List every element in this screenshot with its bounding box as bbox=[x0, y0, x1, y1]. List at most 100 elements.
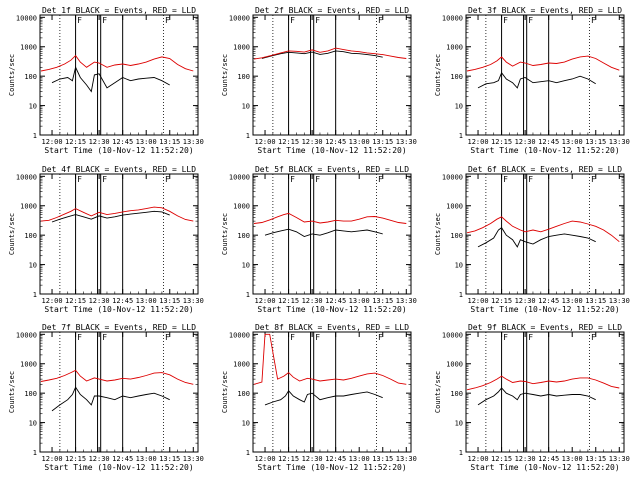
y-tick-label: 10000 bbox=[442, 331, 463, 339]
y-tick-label: 10000 bbox=[16, 14, 37, 22]
y-tick-label: 1 bbox=[246, 291, 250, 299]
flag-marker: F bbox=[315, 175, 320, 184]
y-tick-label: 10 bbox=[29, 103, 37, 111]
y-tick-label: 1000 bbox=[446, 361, 463, 369]
x-tick-label: 12:45 bbox=[325, 455, 346, 463]
x-tick-label: 12:30 bbox=[89, 138, 110, 146]
x-tick-label: 12:15 bbox=[491, 138, 512, 146]
panel-title: Det 4f BLACK = Events, RED = LLD bbox=[42, 165, 196, 174]
x-tick-label: 13:30 bbox=[183, 297, 204, 305]
y-tick-label: 100 bbox=[24, 390, 37, 398]
flag-marker: F bbox=[503, 175, 508, 184]
panel-5: Det 5f BLACK = Events, RED = LLD Start Ti… bbox=[221, 165, 417, 314]
y-tick-label: 100 bbox=[24, 73, 37, 81]
y-tick-label: 1 bbox=[246, 132, 250, 140]
panel-title: Det 2f BLACK = Events, RED = LLD bbox=[255, 6, 409, 15]
y-tick-label: 1 bbox=[246, 449, 250, 457]
x-tick-label: 12:30 bbox=[302, 297, 323, 305]
panel-title: Det 9f BLACK = Events, RED = LLD bbox=[468, 323, 622, 332]
events-series-line bbox=[477, 387, 596, 406]
x-tick-label: 13:15 bbox=[159, 455, 180, 463]
flag-marker: F bbox=[102, 333, 107, 342]
y-tick-label: 10 bbox=[29, 262, 37, 270]
x-tick-label: 13:30 bbox=[183, 138, 204, 146]
events-series-line bbox=[261, 50, 383, 59]
x-tick-label: 13:00 bbox=[136, 455, 157, 463]
x-tick-label: 13:15 bbox=[372, 297, 393, 305]
x-tick-label: 12:30 bbox=[89, 455, 110, 463]
panel-7: Det 7f BLACK = Events, RED = LLD Start Ti… bbox=[8, 323, 204, 472]
flag-marker: F bbox=[77, 175, 82, 184]
lld-series-line bbox=[253, 212, 407, 224]
plot-frame bbox=[39, 331, 199, 453]
x-tick-label: 13:00 bbox=[562, 297, 583, 305]
events-series-line bbox=[477, 71, 596, 89]
y-axis-label: Counts/sec bbox=[8, 371, 16, 413]
y-tick-label: 1000 bbox=[233, 203, 250, 211]
events-series-line bbox=[51, 65, 170, 93]
x-tick-label: 13:00 bbox=[136, 297, 157, 305]
events-series-line bbox=[264, 390, 383, 406]
y-tick-label: 10 bbox=[455, 420, 463, 428]
x-axis-label: Start Time (10-Nov-12 11:52:20) bbox=[44, 305, 193, 314]
flag-marker: F bbox=[290, 175, 295, 184]
plot-frame bbox=[465, 14, 625, 136]
y-tick-label: 1 bbox=[459, 291, 463, 299]
flag-marker: F bbox=[528, 175, 533, 184]
y-tick-label: 1000 bbox=[233, 361, 250, 369]
y-tick-label: 10000 bbox=[16, 173, 37, 181]
flag-marker: F bbox=[378, 175, 383, 184]
y-tick-label: 10 bbox=[242, 420, 250, 428]
x-tick-label: 13:30 bbox=[609, 297, 630, 305]
x-axis-label: Start Time (10-Nov-12 11:52:20) bbox=[470, 463, 619, 472]
y-tick-label: 10 bbox=[455, 103, 463, 111]
panel-2: Det 2f BLACK = Events, RED = LLD Start Ti… bbox=[221, 6, 417, 155]
flag-marker: F bbox=[290, 16, 295, 25]
x-tick-label: 12:30 bbox=[515, 138, 536, 146]
flag-marker: F bbox=[528, 16, 533, 25]
y-axis-label: Counts/sec bbox=[8, 213, 16, 255]
plot-frame bbox=[465, 331, 625, 453]
y-tick-label: 1 bbox=[33, 132, 37, 140]
x-tick-label: 12:45 bbox=[112, 138, 133, 146]
panel-8: Det 8f BLACK = Events, RED = LLD Start Ti… bbox=[221, 323, 417, 472]
plot-frame bbox=[252, 331, 412, 453]
y-tick-label: 1000 bbox=[20, 203, 37, 211]
y-tick-label: 1000 bbox=[446, 203, 463, 211]
x-tick-label: 13:30 bbox=[609, 455, 630, 463]
x-tick-label: 13:00 bbox=[562, 455, 583, 463]
y-tick-label: 100 bbox=[237, 232, 250, 240]
x-tick-label: 12:45 bbox=[325, 138, 346, 146]
flag-marker: F bbox=[165, 333, 170, 342]
x-tick-label: 12:30 bbox=[302, 455, 323, 463]
plot-frame bbox=[252, 14, 412, 136]
panel-title: Det 1f BLACK = Events, RED = LLD bbox=[42, 6, 196, 15]
x-tick-label: 13:00 bbox=[349, 138, 370, 146]
flag-marker: F bbox=[503, 333, 508, 342]
x-tick-label: 12:15 bbox=[278, 455, 299, 463]
flag-marker: F bbox=[528, 333, 533, 342]
panel-title: Det 7f BLACK = Events, RED = LLD bbox=[42, 323, 196, 332]
flag-marker: F bbox=[165, 16, 170, 25]
x-tick-label: 12:45 bbox=[112, 297, 133, 305]
y-tick-label: 100 bbox=[237, 73, 250, 81]
x-tick-label: 12:00 bbox=[254, 455, 275, 463]
x-tick-label: 13:30 bbox=[396, 138, 417, 146]
flag-marker: F bbox=[378, 16, 383, 25]
x-tick-label: 12:30 bbox=[515, 455, 536, 463]
x-tick-label: 12:45 bbox=[112, 455, 133, 463]
y-tick-label: 100 bbox=[450, 390, 463, 398]
flag-marker: F bbox=[591, 333, 596, 342]
lld-series-line bbox=[466, 216, 620, 243]
x-tick-label: 12:00 bbox=[41, 297, 62, 305]
x-axis-label: Start Time (10-Nov-12 11:52:20) bbox=[470, 146, 619, 155]
y-tick-label: 10000 bbox=[229, 14, 250, 22]
x-tick-label: 12:30 bbox=[89, 297, 110, 305]
y-tick-label: 1000 bbox=[446, 44, 463, 52]
x-tick-label: 12:00 bbox=[41, 455, 62, 463]
panel-6: Det 6f BLACK = Events, RED = LLD Start Ti… bbox=[434, 165, 630, 314]
y-axis-label: Counts/sec bbox=[434, 54, 442, 96]
y-tick-label: 10000 bbox=[442, 14, 463, 22]
x-tick-label: 13:00 bbox=[562, 138, 583, 146]
